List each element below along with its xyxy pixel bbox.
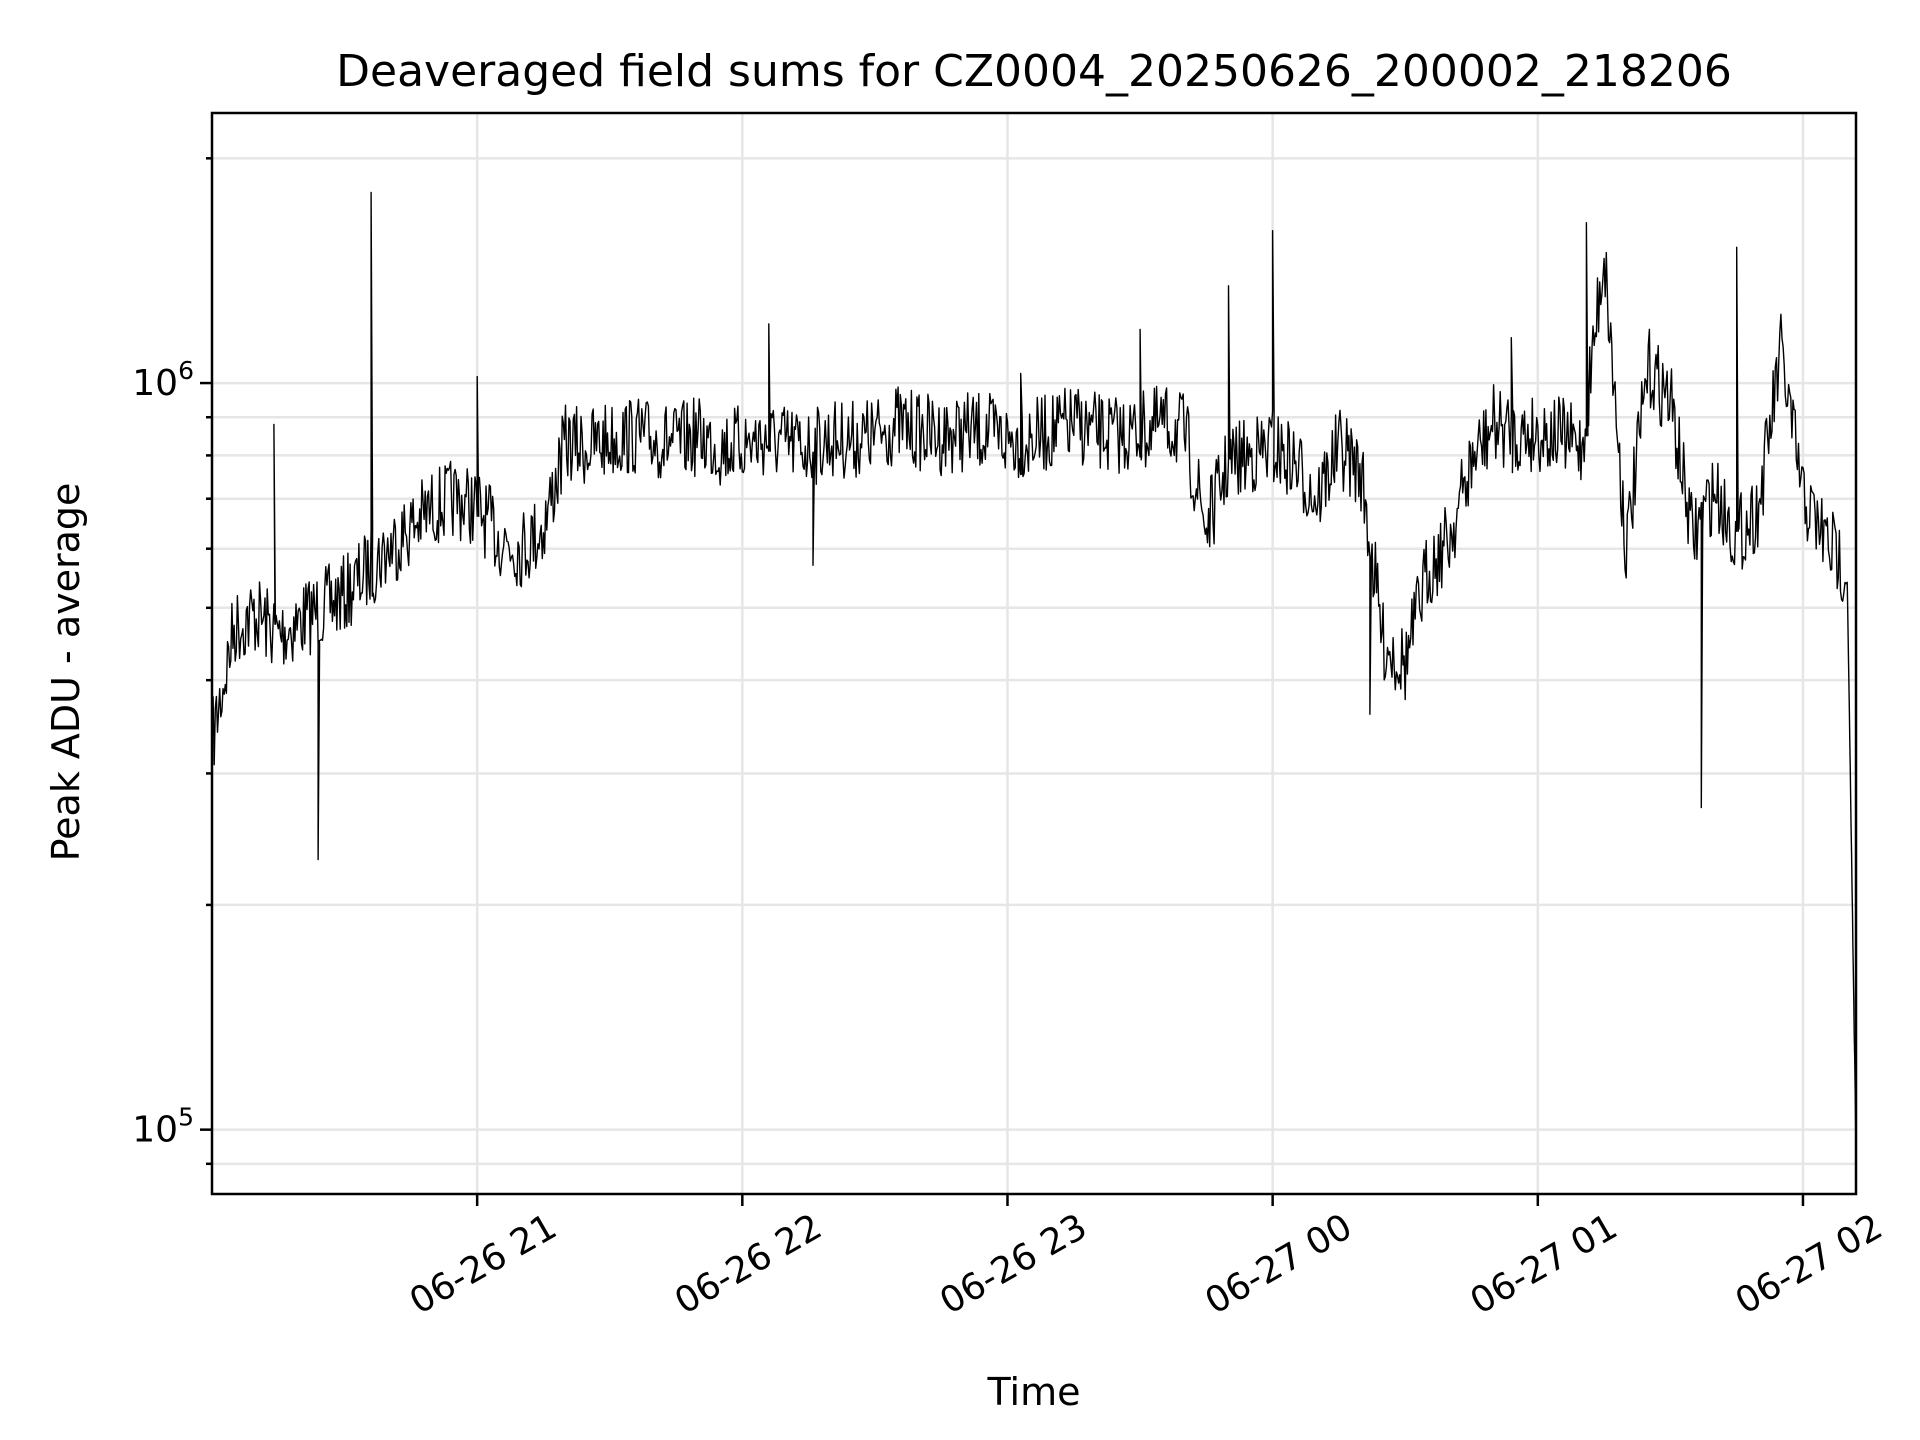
x-tick-label: 06-26 22 (668, 1206, 829, 1322)
series-layer (211, 191, 1857, 1150)
y-axis: 105 106 (132, 157, 212, 1166)
y-tick-label: 106 (132, 356, 194, 404)
x-tick-label: 06-26 23 (933, 1206, 1094, 1322)
x-axis-label: Time (987, 1370, 1081, 1414)
y-tick-label: 105 (132, 1103, 194, 1151)
grid (212, 113, 1856, 1194)
x-tick-label: 06-27 01 (1464, 1206, 1625, 1322)
x-tick-label: 06-26 21 (403, 1206, 564, 1322)
x-tick-label: 06-27 00 (1198, 1206, 1359, 1322)
y-axis-label: Peak ADU - average (44, 483, 88, 862)
chart-title: Deaveraged field sums for CZ0004_2025062… (336, 46, 1732, 97)
series-line (211, 191, 1857, 1150)
x-axis: 06-26 21 06-26 22 06-26 23 06-27 00 06-27 01… (403, 1194, 1889, 1323)
plot-frame (210, 111, 1858, 1196)
x-tick-label: 06-27 02 (1729, 1206, 1890, 1322)
